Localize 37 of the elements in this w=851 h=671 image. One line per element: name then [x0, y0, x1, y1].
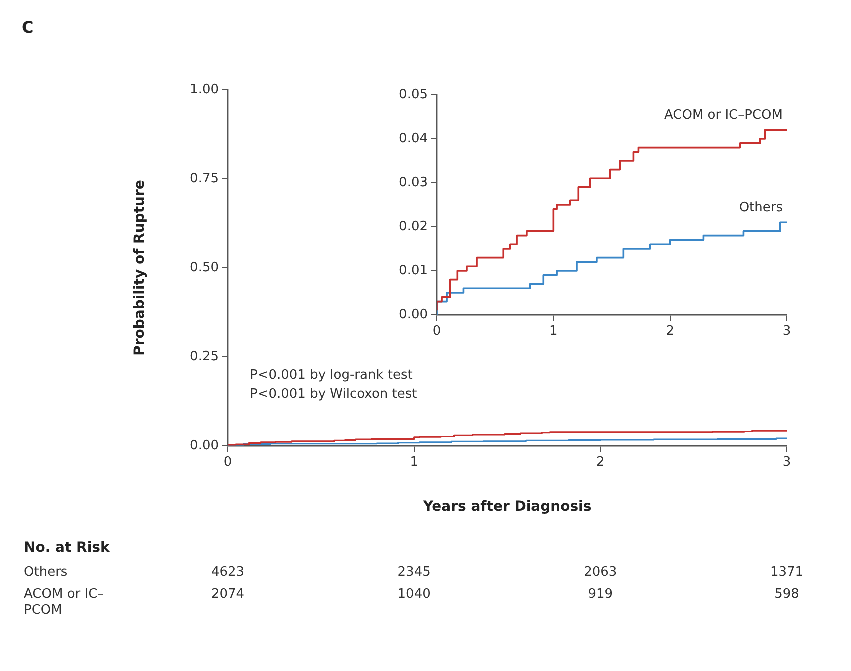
text: 1040: [398, 587, 431, 602]
y-tick-label: 0.75: [190, 171, 219, 186]
text: 919: [588, 587, 614, 602]
x-tick-label: 2: [666, 324, 674, 340]
text: 1371: [770, 565, 804, 580]
series-label: Others: [739, 200, 784, 216]
text: 2074: [211, 587, 245, 602]
y-tick-label: 0.50: [190, 260, 219, 276]
y-tick-label: 1.00: [190, 82, 219, 98]
x-tick-label: 3: [782, 455, 792, 470]
text: 4623: [211, 565, 245, 580]
x-tick-label: 0: [224, 455, 232, 470]
y-tick-label: 0.03: [399, 175, 428, 190]
y-tick-label: 0.00: [399, 307, 428, 322]
annotation: P<0.001 by log-rank test: [250, 368, 413, 383]
y-tick-label: 0.01: [399, 263, 428, 278]
text: ACOM or IC–PCOM: [24, 587, 106, 619]
series-label: ACOM or IC–PCOM: [664, 108, 783, 124]
text: Others: [24, 565, 69, 581]
y-tick-label: 0.04: [399, 131, 428, 146]
text: 2345: [398, 565, 431, 580]
y-tick-label: 0.25: [190, 349, 219, 364]
text: 598: [774, 587, 800, 602]
x-axis-title: Years after Diagnosis: [422, 499, 592, 516]
text: C: [22, 18, 34, 37]
y-tick-label: 0.00: [190, 438, 219, 454]
x-tick-label: 1: [410, 455, 418, 470]
text: 2063: [584, 565, 618, 580]
x-tick-label: 2: [596, 455, 605, 470]
y-axis-title: Probability of Rupture: [132, 180, 148, 356]
x-tick-label: 3: [782, 324, 792, 340]
x-tick-label: 0: [432, 324, 442, 340]
annotation: P<0.001 by Wilcoxon test: [250, 387, 418, 402]
x-tick-label: 1: [550, 324, 558, 340]
text: No. at Risk: [24, 540, 110, 556]
y-tick-label: 0.05: [399, 87, 428, 102]
y-tick-label: 0.02: [399, 219, 428, 234]
